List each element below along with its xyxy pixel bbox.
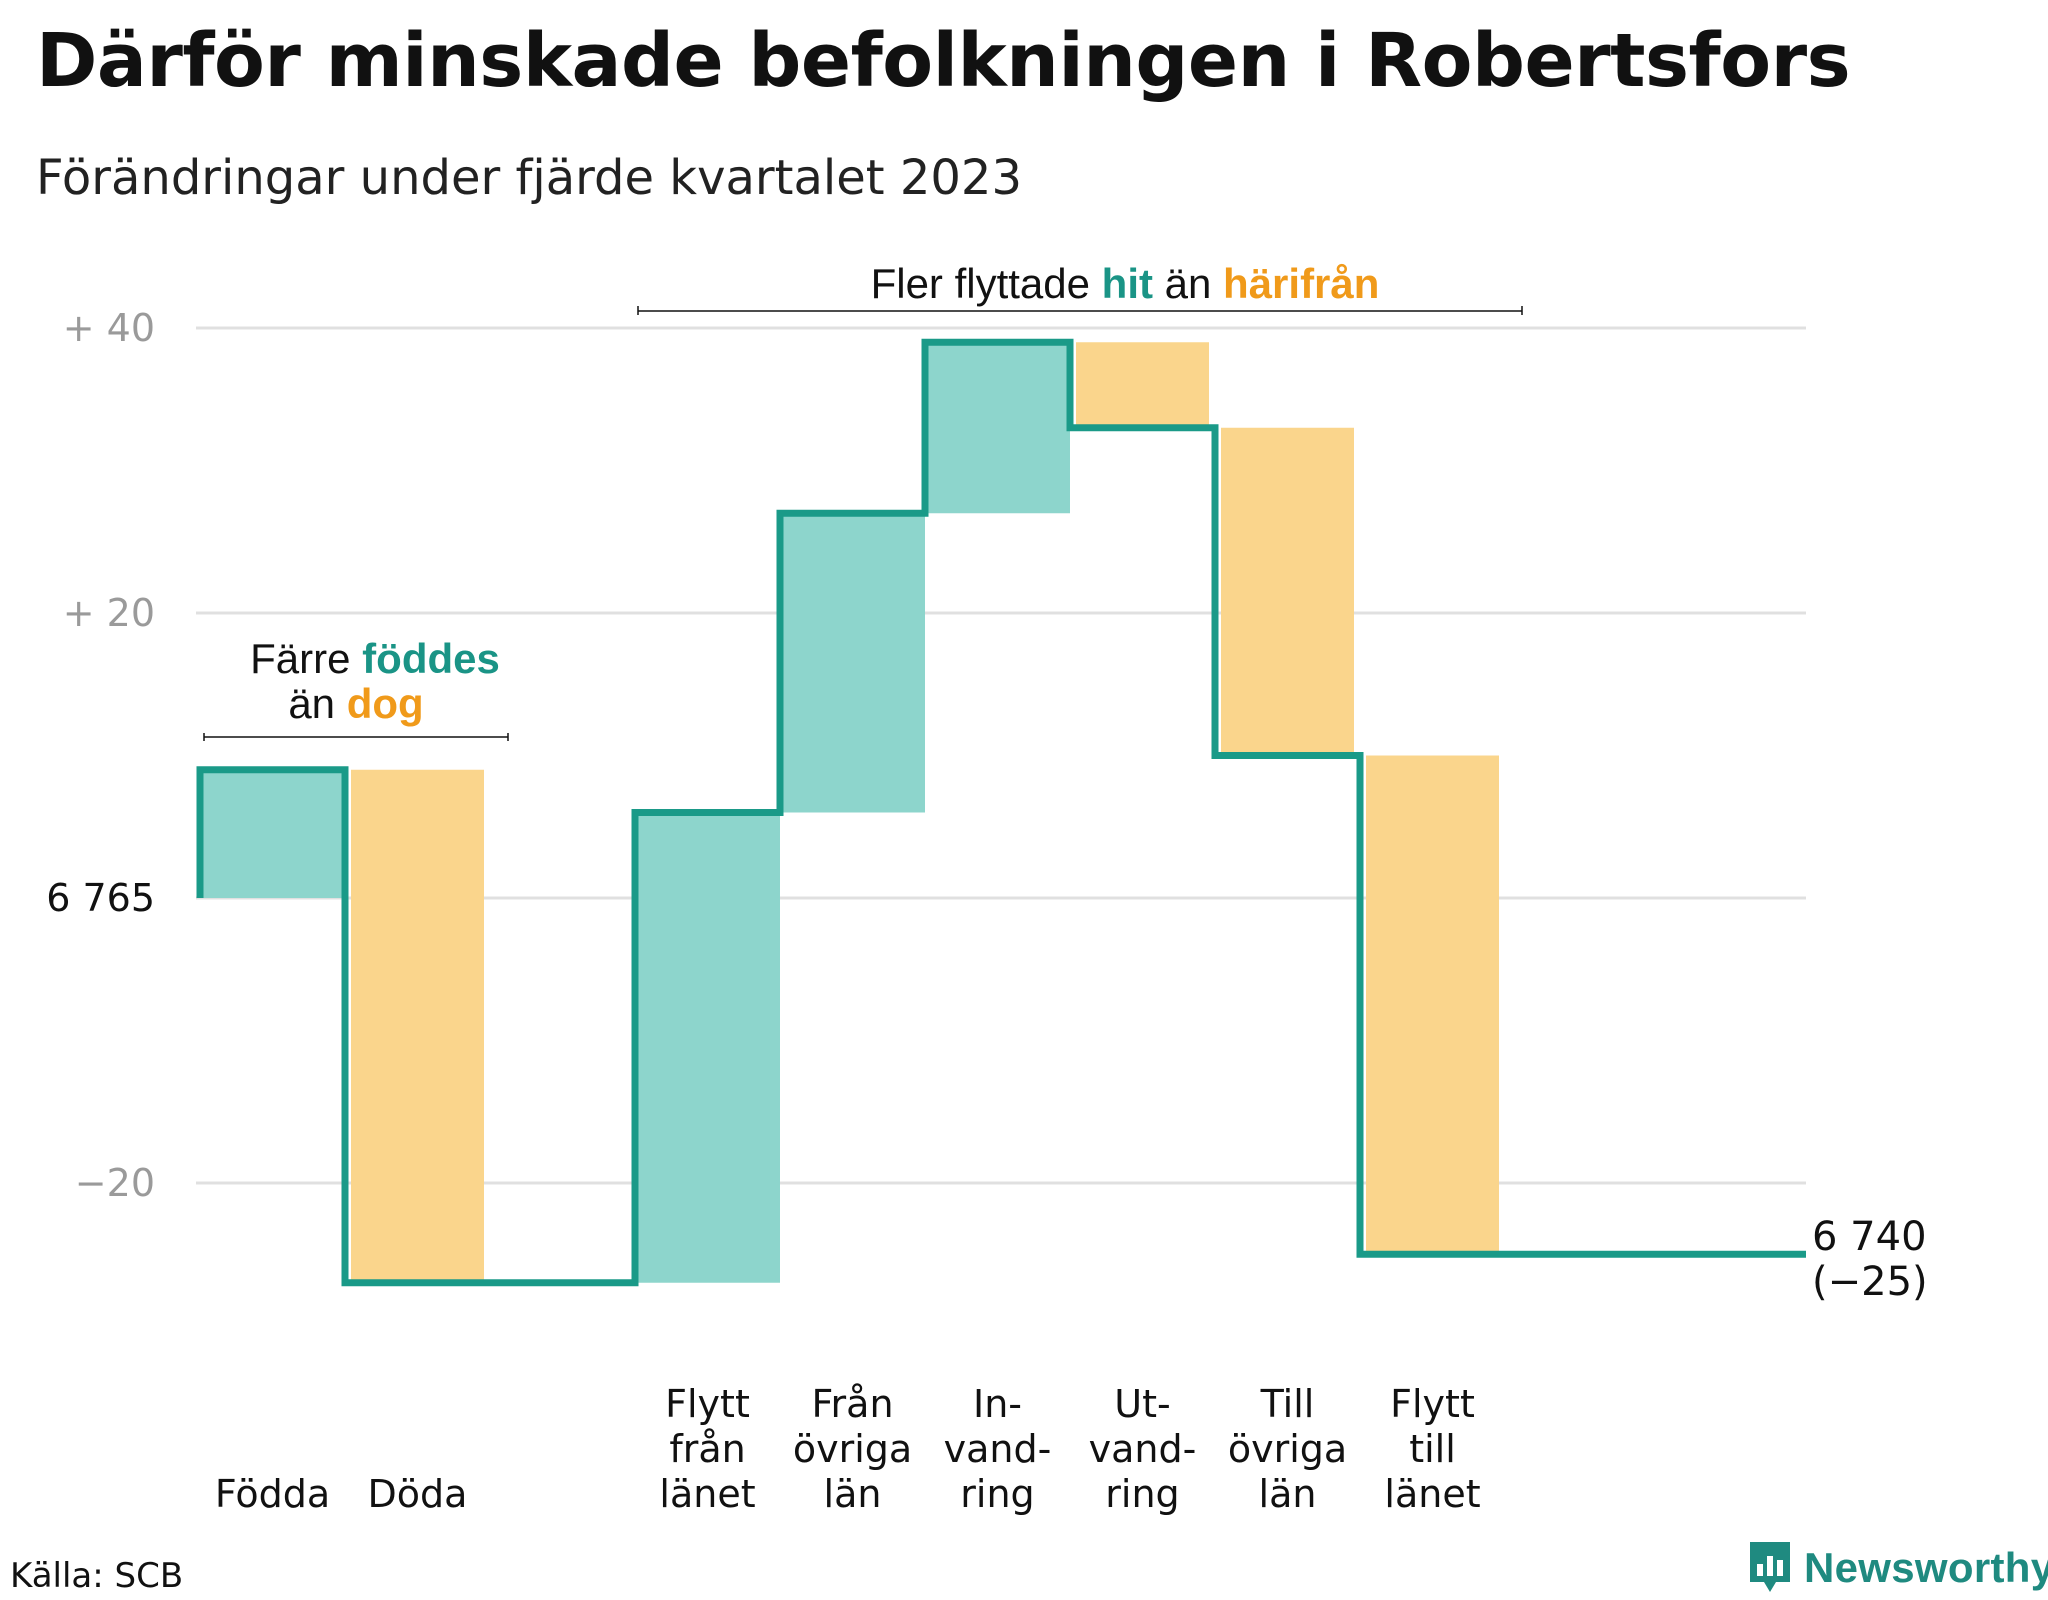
- x-category-label: Födda: [215, 1472, 330, 1516]
- x-category-label: Döda: [368, 1472, 468, 1516]
- x-category-label: övriga: [1228, 1427, 1347, 1471]
- x-category-label: Till: [1260, 1382, 1315, 1426]
- y-tick-label: + 40: [63, 306, 155, 350]
- births-bracket: [203, 733, 509, 741]
- x-category-label: länet: [659, 1472, 755, 1516]
- moves-bracket: [637, 306, 1523, 315]
- svg-text:Färre föddes: Färre föddes: [250, 635, 500, 682]
- increase-bar: [925, 342, 1070, 514]
- x-category-label: län: [824, 1472, 882, 1516]
- x-category-label: till: [1409, 1427, 1456, 1471]
- decrease-bar: [351, 769, 484, 1283]
- source-note: Källa: SCB: [10, 1556, 184, 1596]
- increase-bar: [635, 812, 780, 1283]
- y-tick-label: −20: [75, 1161, 155, 1205]
- waterfall-chart: + 40+ 206 765−20 Födda DödaFlyttfrånlänet…: [46, 260, 1928, 1516]
- births-annotation-highlight: föddes: [362, 635, 500, 682]
- svg-text:än dog: än dog: [288, 680, 423, 727]
- x-category-label: Flytt: [665, 1382, 750, 1426]
- x-category-label: Ut-: [1114, 1382, 1170, 1426]
- chart-title: Därför minskade befolkningen i Robertsfo…: [36, 18, 1851, 104]
- births-annotation: Färre föddes än dog: [203, 635, 509, 741]
- x-category-label: län: [1259, 1472, 1317, 1516]
- deaths-annotation-pre: än: [288, 680, 346, 727]
- moves-annotation-in: hit: [1102, 260, 1153, 307]
- cumulative-step-line: [196, 338, 1806, 1287]
- x-category-label: ring: [1105, 1472, 1179, 1516]
- x-category-label: länet: [1384, 1472, 1480, 1516]
- births-annotation-pre: Färre: [250, 635, 362, 682]
- end-value-label: 6 740: [1812, 1214, 1927, 1260]
- increase-bar: [780, 513, 925, 813]
- x-category-label: Flytt: [1390, 1382, 1475, 1426]
- x-category-label: från: [669, 1427, 745, 1471]
- end-change-label: (−25): [1812, 1259, 1928, 1305]
- x-category-label: vand-: [1089, 1427, 1197, 1471]
- decrease-bar: [1076, 342, 1209, 428]
- moves-annotation-out: härifrån: [1223, 260, 1379, 307]
- moves-annotation-pre: Fler flyttade: [871, 260, 1102, 307]
- decrease-bar: [1366, 755, 1499, 1255]
- chart-subtitle: Förändringar under fjärde kvartalet 2023: [36, 150, 1022, 206]
- x-category-label: vand-: [944, 1427, 1052, 1471]
- svg-text:Fler flyttade hit än härifrån: Fler flyttade hit än härifrån: [871, 260, 1380, 307]
- newsworthy-logo-icon: [1750, 1542, 1790, 1592]
- y-tick-label: 6 765: [46, 876, 155, 920]
- moves-annotation-mid: än: [1153, 260, 1223, 307]
- x-category-label: ring: [960, 1472, 1034, 1516]
- newsworthy-logo-text: Newsworthy: [1804, 1544, 2048, 1591]
- x-category-label: In-: [973, 1382, 1022, 1426]
- newsworthy-logo: Newsworthy: [1748, 1540, 2048, 1596]
- x-category-label: Från: [811, 1382, 893, 1426]
- y-tick-label: + 20: [63, 591, 155, 635]
- decrease-bar: [1221, 427, 1354, 756]
- moves-annotation: Fler flyttade hit än härifrån: [637, 260, 1523, 315]
- increase-bar: [200, 769, 345, 898]
- x-category-label: övriga: [793, 1427, 912, 1471]
- deaths-annotation-highlight: dog: [347, 680, 424, 727]
